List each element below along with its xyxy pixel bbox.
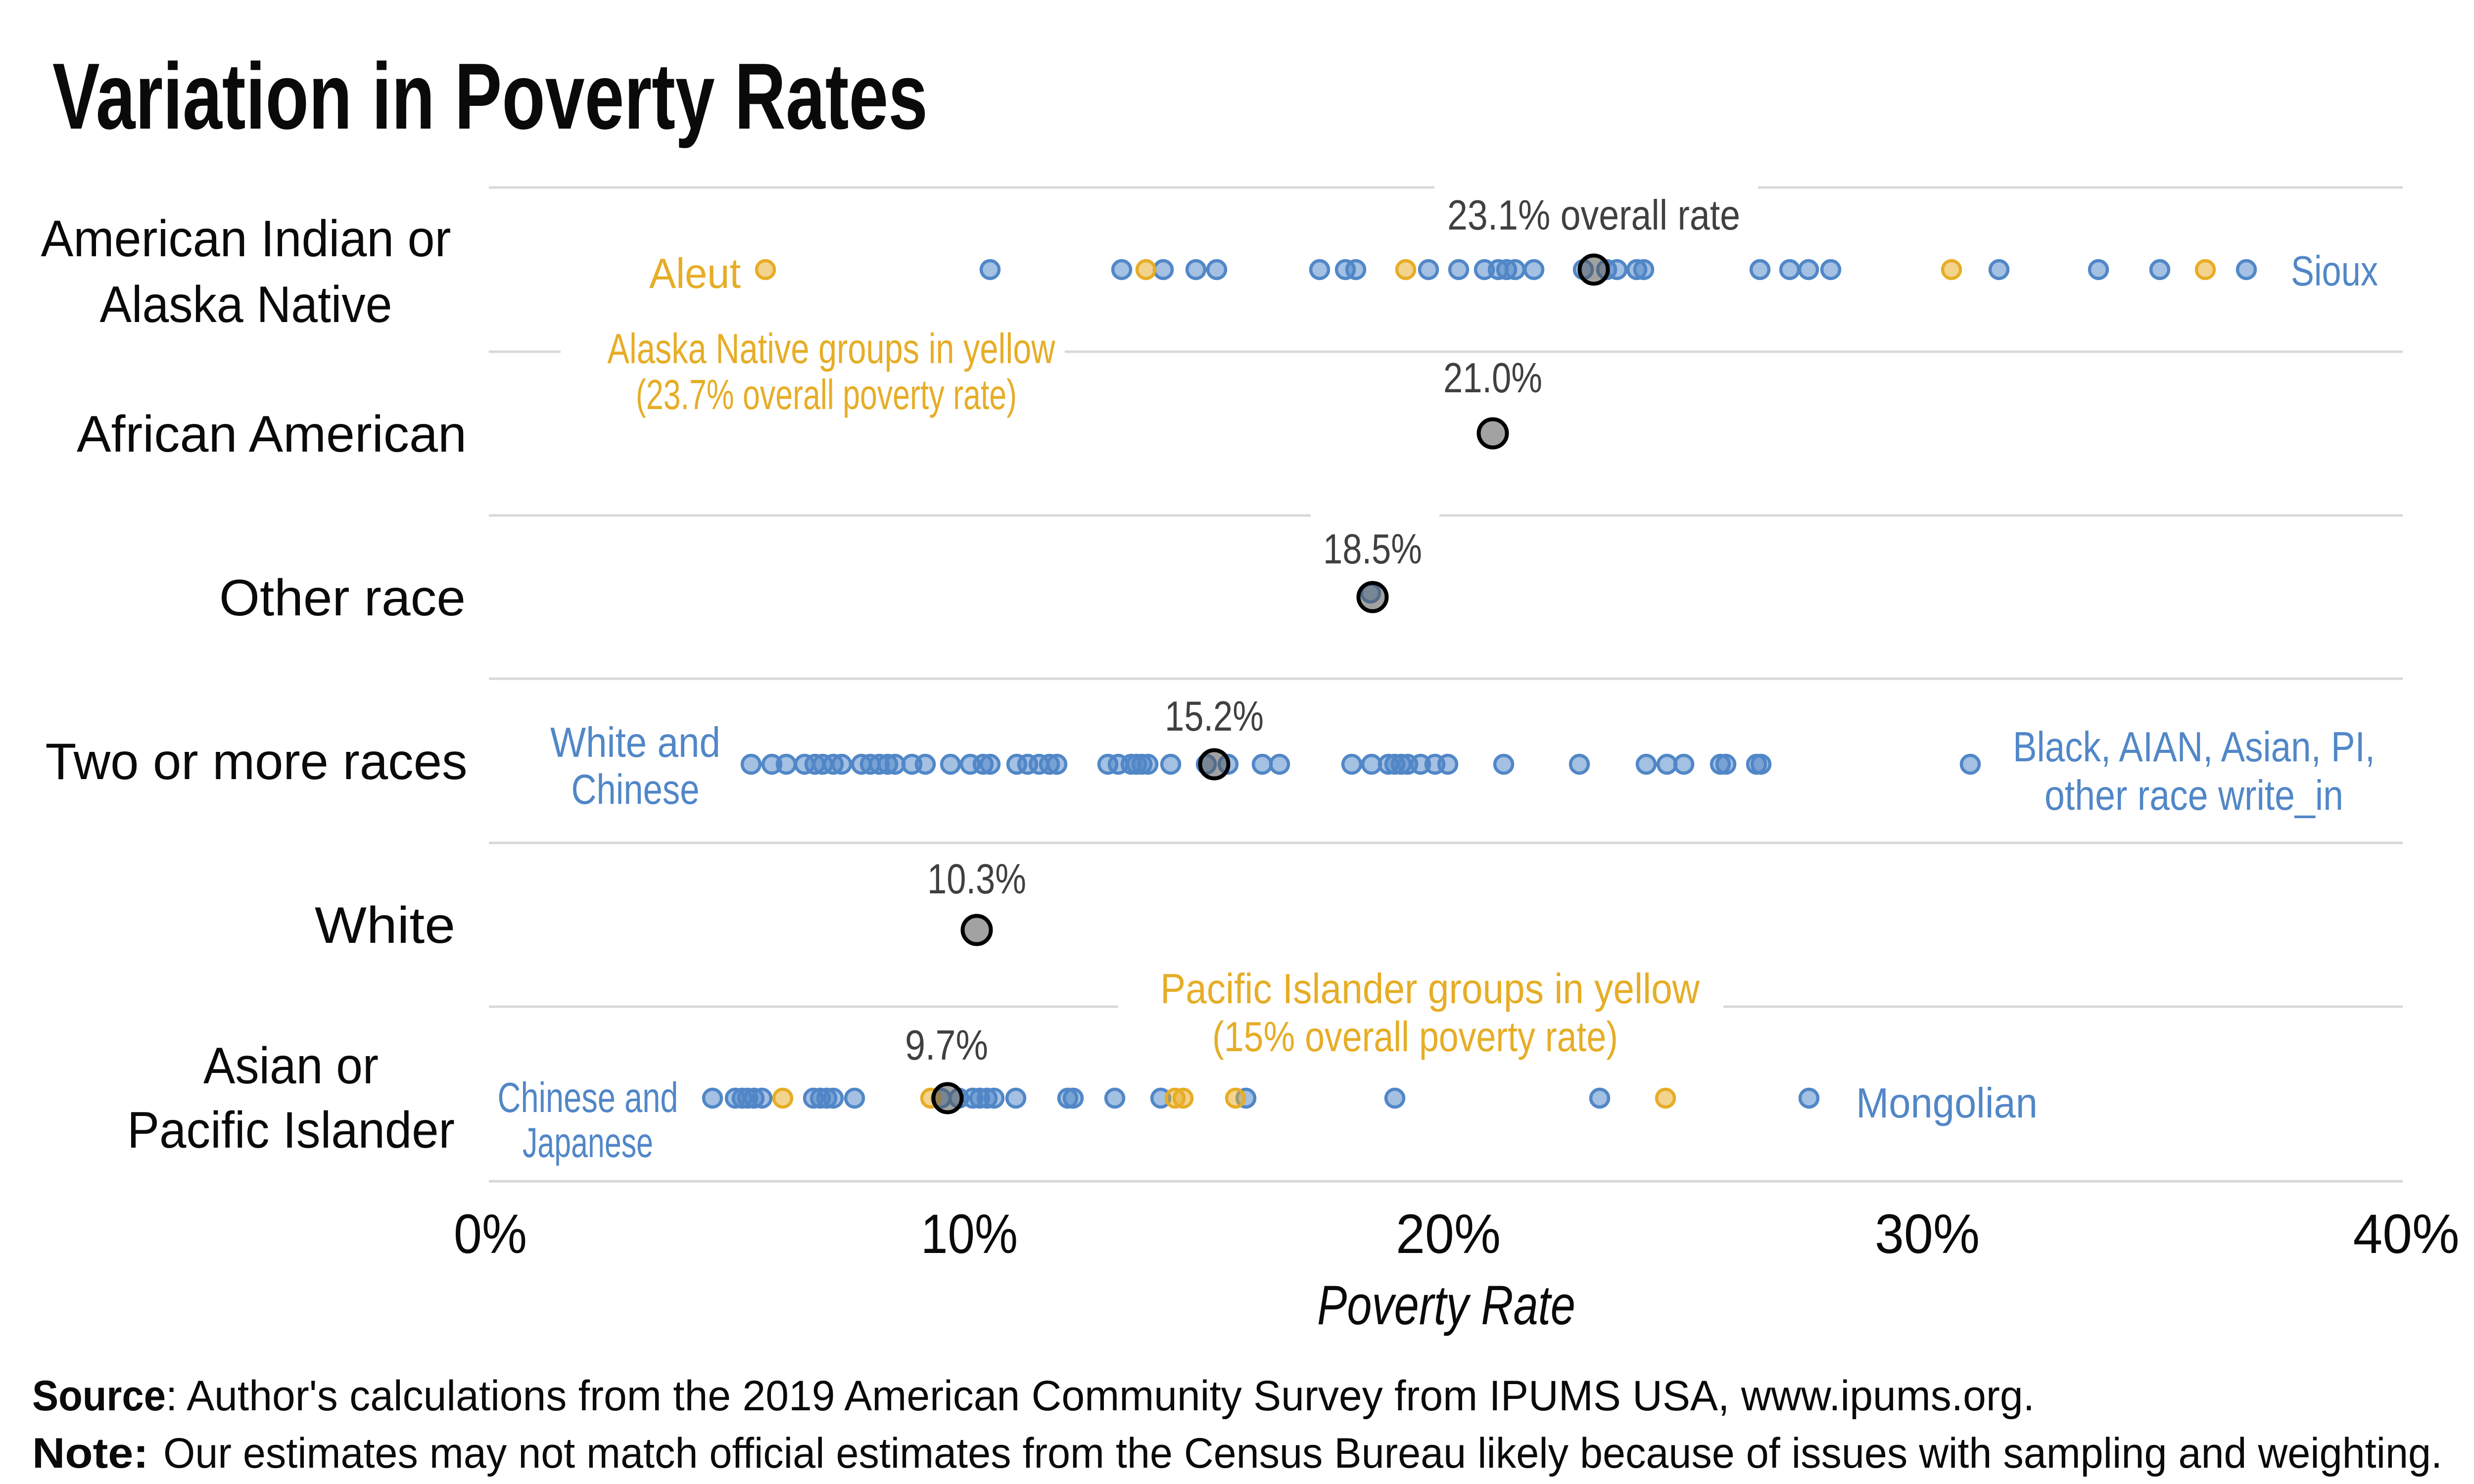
svg-text:Pacific Islander: Pacific Islander [127,1102,455,1159]
svg-text:Aleut: Aleut [649,250,741,297]
svg-text:15.2%: 15.2% [1165,693,1264,740]
svg-text:(15% overall poverty rate): (15% overall poverty rate) [1212,1014,1618,1061]
svg-text:Pacific Islander groups in yel: Pacific Islander groups in yellow [1160,966,1700,1013]
svg-text:21.0%: 21.0% [1443,355,1542,402]
svg-text:30%: 30% [1875,1203,1980,1265]
svg-text:Alaska Native: Alaska Native [100,276,392,333]
svg-text:23.1% overall rate: 23.1% overall rate [1447,192,1740,239]
svg-text:Japanese: Japanese [523,1119,653,1166]
svg-text:White: White [315,897,455,954]
svg-text:Black, AIAN, Asian, PI,: Black, AIAN, Asian, PI, [2013,724,2375,771]
svg-text:American Indian or: American Indian or [41,210,451,268]
svg-text:40%: 40% [2353,1203,2460,1265]
svg-text:Variation in Poverty Rates: Variation in Poverty Rates [52,44,928,149]
svg-text:Poverty Rate: Poverty Rate [1317,1274,1575,1336]
svg-text:Asian or: Asian or [203,1037,379,1095]
svg-text:10.3%: 10.3% [927,856,1026,903]
svg-text:Chinese: Chinese [571,766,700,813]
svg-text:Chinese and: Chinese and [498,1074,678,1121]
svg-text:Our estimates may not match of: Our estimates may not match official est… [163,1430,2442,1477]
svg-text:18.5%: 18.5% [1323,526,1422,573]
svg-text:0%: 0% [454,1203,527,1265]
svg-text:Alaska Native groups in yellow: Alaska Native groups in yellow [608,325,1055,372]
svg-text:other race write_in: other race write_in [2045,772,2343,819]
svg-text:Note:: Note: [32,1430,148,1477]
svg-text:Mongolian: Mongolian [1856,1080,2038,1127]
svg-text:White and: White and [550,719,720,766]
svg-text:Source: Source [32,1372,166,1420]
svg-text:10%: 10% [921,1203,1018,1265]
svg-text:9.7%: 9.7% [905,1022,988,1069]
svg-text:: Author's calculations from t: : Author's calculations from the 2019 Am… [166,1372,2035,1420]
svg-text:African American: African American [77,406,467,463]
svg-text:(23.7% overall poverty rate): (23.7% overall poverty rate) [636,371,1017,418]
svg-text:Other race: Other race [219,569,466,627]
svg-text:20%: 20% [1396,1203,1501,1265]
svg-text:Two or more races: Two or more races [46,733,468,790]
svg-text:Sioux: Sioux [2291,248,2378,295]
